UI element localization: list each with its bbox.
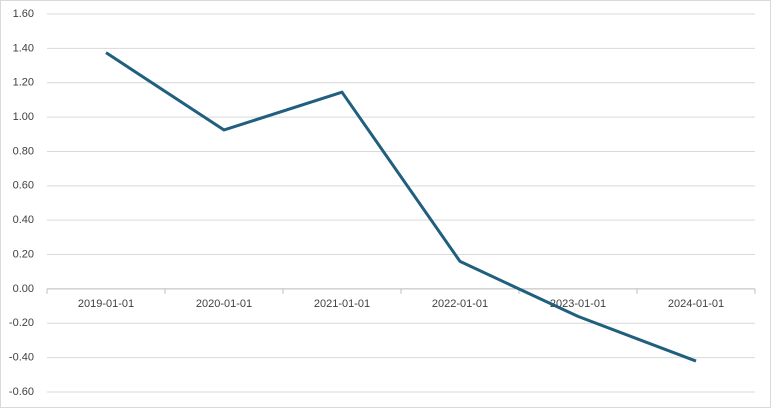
y-tick-label: 0.40	[13, 214, 34, 226]
line-series	[105, 51, 697, 363]
y-tick-label: -0.20	[9, 317, 34, 329]
y-tick-label: 1.00	[13, 111, 34, 123]
x-tick-label: 2020-01-01	[196, 298, 252, 310]
y-tick-label: 0.20	[13, 248, 34, 260]
x-tick-label: 2022-01-01	[432, 298, 488, 310]
y-tick-label: 0.60	[13, 180, 34, 192]
y-tick-label: 0.00	[13, 283, 34, 295]
x-tick-label: 2019-01-01	[78, 298, 134, 310]
y-tick-label: 1.20	[13, 77, 34, 89]
y-tick-label: -0.40	[9, 352, 34, 364]
x-tick-label: 2021-01-01	[314, 298, 370, 310]
y-tick-label: 0.80	[13, 145, 34, 157]
x-tick-label: 2024-01-01	[668, 298, 724, 310]
y-tick-label: 1.60	[13, 8, 34, 20]
y-tick-label: 1.40	[13, 42, 34, 54]
x-tick-label: 2023-01-01	[550, 298, 606, 310]
y-tick-label: -0.60	[9, 386, 34, 398]
